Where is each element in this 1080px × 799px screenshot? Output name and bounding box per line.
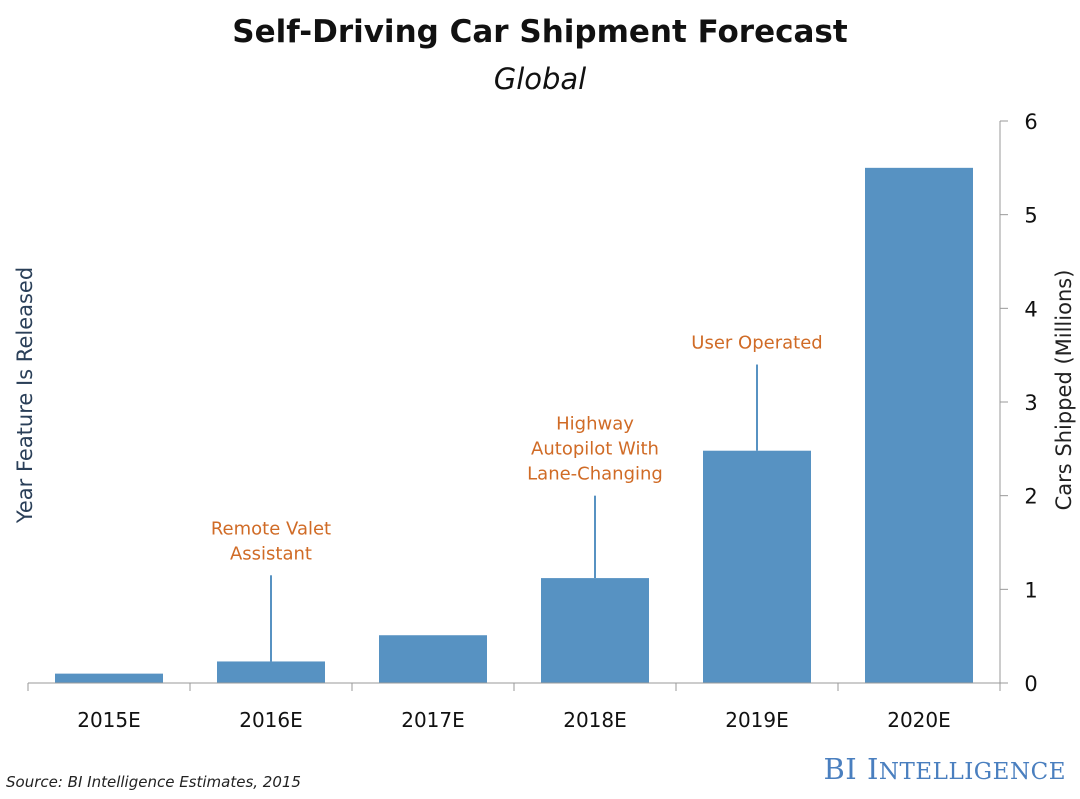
y-tick-label: 2 <box>1024 485 1037 509</box>
bar-2015E <box>55 673 163 683</box>
bar-2020E <box>865 167 973 684</box>
x-tick-label: 2018E <box>563 708 627 732</box>
x-tick-label: 2019E <box>725 708 789 732</box>
annotation-label: Autopilot With <box>531 439 659 460</box>
bar-2016E <box>217 661 325 683</box>
x-axis-label: Year Feature Is Released <box>13 267 37 524</box>
chart-title: Self-Driving Car Shipment Forecast <box>232 14 848 50</box>
brand-bi: BI <box>823 752 858 786</box>
annotation-label: Assistant <box>230 543 312 564</box>
plot-area: 2015E 2016E 2017E 2018E 2019E 2020E 0 1 2 3 4 5 6 Rem… <box>27 110 1038 732</box>
y-tick-label: 6 <box>1024 110 1037 134</box>
y-tick-label: 4 <box>1024 297 1037 321</box>
x-tick-label: 2015E <box>77 708 141 732</box>
bar-2019E <box>703 450 811 683</box>
y-tick-label: 3 <box>1024 391 1037 415</box>
y-axis-label: Cars Shipped (Millions) <box>1052 270 1076 511</box>
x-tick-label: 2016E <box>239 708 303 732</box>
source-note: Source: BI Intelligence Estimates, 2015 <box>6 773 301 791</box>
brand-rest: NTELLIGENCE <box>878 759 1066 785</box>
x-tick-label: 2020E <box>887 708 951 732</box>
annotation-label: Lane-Changing <box>527 464 663 485</box>
annotation-label: User Operated <box>691 333 822 354</box>
y-tick-label: 1 <box>1024 578 1037 602</box>
x-tick-label: 2017E <box>401 708 465 732</box>
chart-subtitle: Global <box>493 62 587 96</box>
brand-i: I <box>866 752 879 786</box>
annotation-label: Remote Valet <box>211 518 331 539</box>
y-tick-label: 0 <box>1024 672 1037 696</box>
bar-2018E <box>541 578 649 683</box>
bar-2017E <box>379 635 487 683</box>
annotation-label: Highway <box>556 414 634 435</box>
y-tick-label: 5 <box>1024 204 1037 228</box>
brand-logo: BI INTELLIGENCE <box>823 752 1066 786</box>
